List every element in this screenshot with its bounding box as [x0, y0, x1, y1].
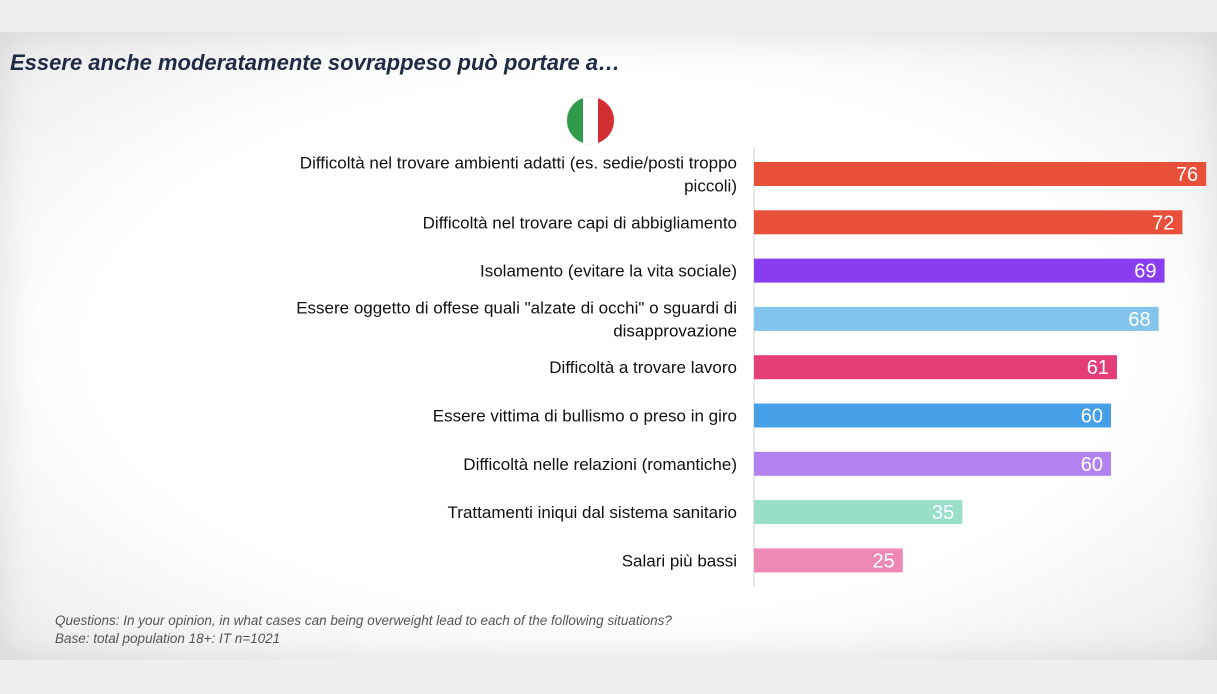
- category-label: Essere oggetto di offese quali "alzate d…: [296, 298, 737, 340]
- bar: [754, 306, 1159, 331]
- category-label: Isolamento (evitare la vita sociale): [480, 262, 737, 281]
- footnote: Questions: In your opinion, in what case…: [55, 612, 672, 648]
- bar-value-label: 60: [1081, 454, 1103, 476]
- category-label: Difficoltà a trovare lavoro: [549, 358, 737, 377]
- flag-stripe-white: [582, 97, 599, 144]
- flag-stripe-red: [598, 97, 614, 144]
- category-label: Essere vittima di bullismo o preso in gi…: [433, 407, 737, 426]
- category-label: Difficoltà nel trovare capi di abbigliam…: [423, 213, 737, 232]
- bar-value-label: 61: [1087, 357, 1109, 379]
- slide: Essere anche moderatamente sovrappeso pu…: [0, 32, 1217, 660]
- footnote-base: Base: total population 18+: IT n=1021: [55, 631, 281, 646]
- category-label: Salari più bassi: [622, 551, 737, 570]
- bar: [754, 451, 1111, 476]
- category-label: Trattamenti iniqui dal sistema sanitario: [448, 503, 737, 522]
- bar-value-label: 69: [1134, 261, 1156, 283]
- footnote-questions: Questions: In your opinion, in what case…: [55, 613, 672, 628]
- category-label: Difficoltà nel trovare ambienti adatti (…: [300, 154, 737, 196]
- bar-value-label: 76: [1176, 164, 1198, 186]
- italian-flag-icon: [567, 97, 614, 144]
- chart-title: Essere anche moderatamente sovrappeso pu…: [10, 50, 621, 75]
- bar: [754, 403, 1111, 428]
- bar-value-label: 35: [932, 502, 954, 524]
- bar: [754, 210, 1183, 235]
- bar-value-label: 60: [1081, 406, 1103, 428]
- bar: [754, 162, 1207, 186]
- bar-chart: 76 Difficoltà nel trovare ambienti adatti…: [296, 148, 1207, 587]
- flag-stripe-green: [567, 97, 583, 144]
- bar-value-label: 72: [1152, 212, 1174, 234]
- category-label: Difficoltà nelle relazioni (romantiche): [463, 455, 737, 474]
- bar: [754, 548, 903, 573]
- bar-value-label: 25: [873, 550, 895, 572]
- bar: [754, 500, 963, 525]
- bar-value-label: 68: [1128, 309, 1150, 331]
- bar: [754, 258, 1165, 283]
- bar: [754, 355, 1117, 380]
